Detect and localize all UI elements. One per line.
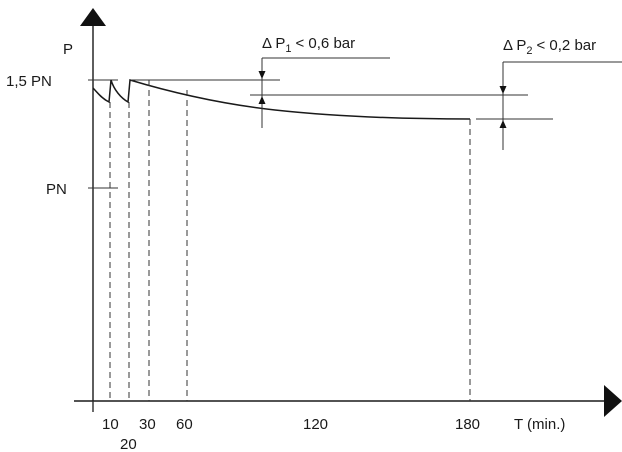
dp2-arrow-up-icon xyxy=(499,120,507,128)
x-tick-label-180: 180 xyxy=(455,416,480,433)
x-tick-label-120: 120 xyxy=(303,416,328,433)
x-tick-label-60: 60 xyxy=(176,416,193,433)
x-tick-label-30: 30 xyxy=(139,416,156,433)
y-tick-label-1-5pn: 1,5 PN xyxy=(6,73,52,90)
annotation-dp2: Δ P2 < 0,2 bar xyxy=(503,37,596,57)
x-tick-label-20: 20 xyxy=(120,436,137,452)
annotation-dp2-subscript: 2 xyxy=(526,45,532,57)
annotation-dp2-prefix: Δ P xyxy=(503,37,526,54)
y-tick-label-pn: PN xyxy=(46,181,67,198)
dp1-arrow-up-icon xyxy=(258,96,266,104)
annotation-dp1: Δ P1 < 0,6 bar xyxy=(262,35,355,55)
annotation-dp1-prefix: Δ P xyxy=(262,35,285,52)
dp2-arrow-down-icon xyxy=(499,86,507,94)
annotation-dp2-suffix: < 0,2 bar xyxy=(537,37,597,54)
annotation-dp1-subscript: 1 xyxy=(285,43,291,55)
x-tick-label-10: 10 xyxy=(102,416,119,433)
annotation-dp1-suffix: < 0,6 bar xyxy=(296,35,356,52)
y-axis-label: P xyxy=(63,41,73,58)
pressure-curve xyxy=(92,79,471,120)
y-axis-arrow-icon xyxy=(80,8,106,26)
dp1-arrow-down-icon xyxy=(258,71,266,79)
x-axis-arrow-icon xyxy=(604,385,622,417)
x-axis-label: T (min.) xyxy=(514,416,565,433)
